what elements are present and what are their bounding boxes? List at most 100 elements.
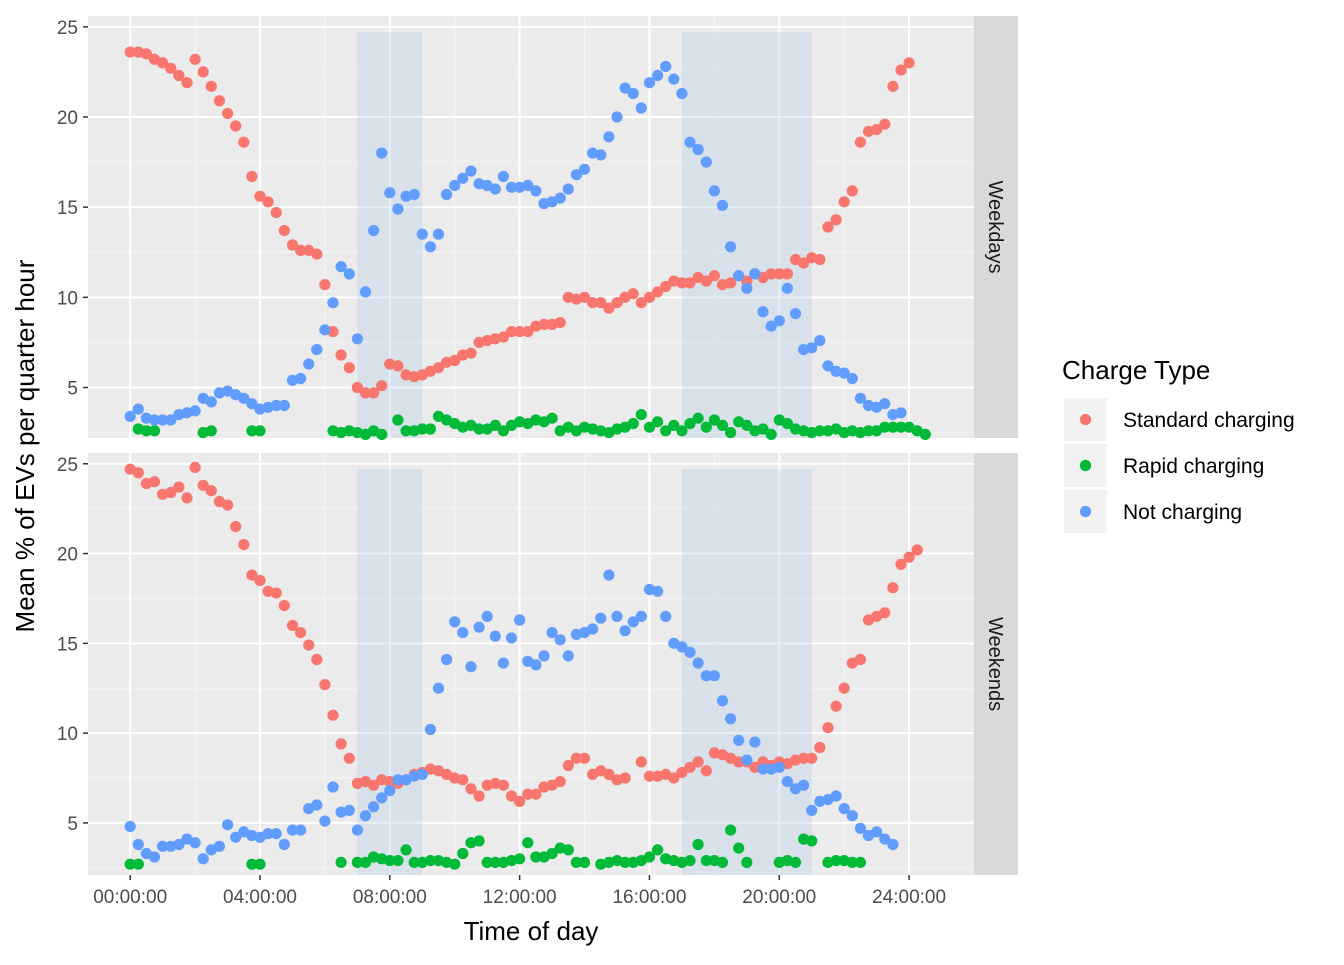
- data-point: [814, 335, 826, 347]
- data-point: [368, 779, 380, 791]
- data-point: [741, 856, 753, 869]
- x-tick-label: 20:00:00: [742, 887, 816, 908]
- data-point: [603, 569, 615, 581]
- data-point: [578, 856, 591, 869]
- data-point: [871, 124, 883, 136]
- data-point: [392, 414, 404, 426]
- data-point: [489, 630, 501, 642]
- data-point: [392, 360, 404, 372]
- data-point: [684, 761, 696, 773]
- data-point: [424, 723, 436, 736]
- data-point: [789, 308, 802, 320]
- data-point: [286, 239, 299, 251]
- data-point: [546, 412, 558, 424]
- data-point: [335, 856, 347, 869]
- data-point: [392, 203, 404, 215]
- data-point: [376, 428, 388, 440]
- legend-item-label: Rapid charging: [1123, 455, 1264, 478]
- data-point: [587, 623, 599, 635]
- data-point: [643, 291, 656, 303]
- data-point: [676, 767, 688, 779]
- data-point: [132, 838, 144, 851]
- series-not-charging: [124, 569, 899, 865]
- data-point: [505, 632, 518, 644]
- data-point: [449, 858, 461, 870]
- y-tick-label: 5: [67, 379, 78, 400]
- data-point: [140, 48, 152, 60]
- y-tick-label: 25: [57, 18, 78, 39]
- data-point: [903, 551, 915, 563]
- data-point: [635, 756, 647, 768]
- data-point: [830, 214, 842, 226]
- data-point: [700, 670, 712, 682]
- data-point: [148, 414, 161, 426]
- data-point: [708, 270, 721, 282]
- data-point: [798, 779, 810, 791]
- data-point: [230, 831, 242, 843]
- data-point: [635, 409, 647, 421]
- data-point: [570, 752, 583, 764]
- data-point: [895, 407, 907, 419]
- data-point: [725, 713, 737, 725]
- data-point: [879, 421, 891, 433]
- data-point: [400, 425, 412, 437]
- data-point: [238, 392, 250, 404]
- data-point: [262, 828, 274, 840]
- data-point: [416, 423, 428, 435]
- data-point: [165, 486, 177, 499]
- data-point: [708, 185, 721, 197]
- data-point: [757, 306, 769, 318]
- data-point: [587, 297, 599, 309]
- data-point: [197, 66, 209, 78]
- data-point: [392, 774, 404, 786]
- data-point: [497, 425, 509, 437]
- shaded-period: [681, 469, 812, 875]
- data-point: [660, 60, 672, 73]
- data-point: [854, 653, 867, 666]
- data-point: [173, 838, 185, 851]
- data-point: [400, 844, 412, 856]
- data-point: [351, 381, 363, 394]
- data-point: [465, 165, 477, 177]
- data-point: [741, 282, 753, 294]
- data-point: [854, 856, 867, 869]
- data-point: [457, 847, 469, 860]
- data-point: [205, 396, 217, 408]
- data-point: [643, 770, 656, 782]
- data-point: [716, 419, 729, 431]
- data-point: [254, 574, 266, 587]
- data-point: [530, 659, 542, 671]
- data-point: [854, 136, 867, 148]
- data-point: [140, 425, 152, 437]
- data-point: [765, 428, 777, 440]
- data-point: [643, 77, 656, 89]
- data-point: [676, 641, 688, 653]
- data-point: [246, 425, 258, 437]
- data-point: [757, 423, 769, 435]
- data-point: [619, 82, 631, 94]
- data-point: [124, 820, 136, 833]
- data-point: [384, 187, 396, 199]
- data-point: [562, 183, 574, 195]
- data-point: [716, 199, 729, 211]
- data-point: [335, 738, 347, 750]
- data-point: [205, 425, 217, 437]
- data-point: [441, 188, 453, 201]
- data-point: [879, 833, 891, 845]
- data-point: [725, 277, 737, 289]
- data-point: [611, 610, 623, 623]
- data-point: [189, 837, 201, 849]
- data-point: [522, 788, 534, 800]
- data-point: [879, 398, 891, 410]
- data-point: [822, 722, 834, 734]
- data-point: [359, 856, 372, 869]
- data-point: [611, 111, 623, 123]
- data-point: [327, 709, 339, 721]
- y-tick-label: 15: [57, 198, 78, 219]
- data-point: [343, 752, 355, 764]
- data-point: [538, 318, 550, 330]
- data-point: [822, 221, 834, 233]
- facet-strip: [974, 16, 1018, 438]
- data-point: [692, 143, 704, 156]
- data-point: [181, 77, 193, 89]
